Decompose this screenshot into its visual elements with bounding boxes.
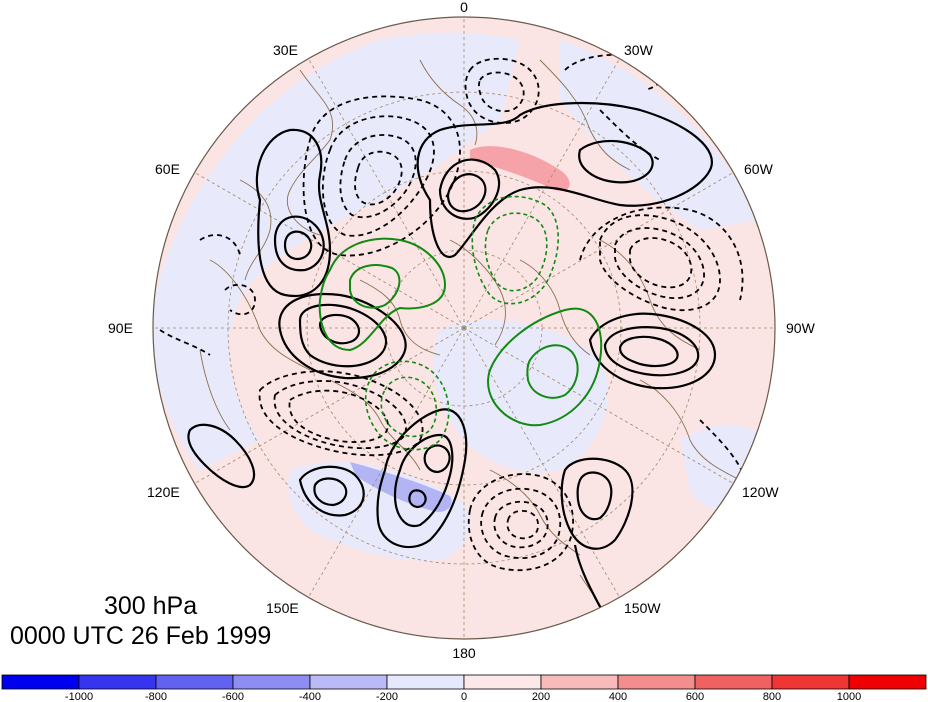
- longitude-labels: 0 30W 60W 90W 120W 150W 180 150E 120E 90…: [108, 0, 816, 661]
- lon-label-90w: 90W: [786, 320, 816, 336]
- colorbar-swatch: [694, 674, 773, 690]
- map-disc: [153, 17, 775, 639]
- colorbar-tick-label: 800: [763, 691, 781, 702]
- lon-label-180: 180: [452, 645, 476, 661]
- colorbar-swatch: [1, 674, 80, 690]
- lon-label-150w: 150W: [624, 600, 661, 616]
- lon-label-0: 0: [460, 0, 468, 15]
- pressure-level-label: 300 hPa: [104, 592, 198, 620]
- lon-label-30e: 30E: [273, 42, 298, 58]
- contours-green: [318, 237, 603, 427]
- colorbar-tick-label: -200: [376, 691, 398, 702]
- colorbar-swatch: [848, 674, 927, 690]
- colorbar-swatch: [540, 674, 619, 690]
- colorbar-swatch: [309, 674, 388, 690]
- colorbar-swatch: [771, 674, 850, 690]
- colorbar-tick-label: 400: [609, 691, 627, 702]
- map-border: [152, 16, 776, 640]
- colorbar-swatch: [232, 674, 311, 690]
- colorbar-tick-label: -400: [299, 691, 321, 702]
- colorbar-tick-label: 0: [461, 691, 467, 702]
- lon-label-60w: 60W: [744, 161, 774, 177]
- colorbar-swatch: [617, 674, 696, 690]
- lon-label-30w: 30W: [624, 42, 654, 58]
- lon-label-150e: 150E: [266, 600, 299, 616]
- colorbar-tick-label: -600: [222, 691, 244, 702]
- colorbar-tick-label: -800: [145, 691, 167, 702]
- lon-label-60e: 60E: [155, 161, 180, 177]
- colorbar-swatch: [155, 674, 234, 690]
- colorbar-tick-label: 1000: [837, 691, 861, 702]
- colorbar: -1000 -800 -600 -400 -200 0 200 400 600 800 1000: [1, 674, 927, 702]
- lon-label-90e: 90E: [108, 320, 133, 336]
- valid-time-label: 0000 UTC 26 Feb 1999: [10, 622, 272, 650]
- colorbar-swatch: [386, 674, 465, 690]
- colorbar-swatch: [78, 674, 157, 690]
- colorbar-swatch: [463, 674, 542, 690]
- contours-green-negative: [364, 195, 559, 451]
- colorbar-tick-label: -1000: [65, 691, 93, 702]
- lon-label-120e: 120E: [147, 484, 180, 500]
- colorbar-tick-label: 200: [532, 691, 550, 702]
- anomaly-shading: [153, 32, 770, 561]
- colorbar-tick-label: 600: [686, 691, 704, 702]
- lon-label-120w: 120W: [742, 484, 779, 500]
